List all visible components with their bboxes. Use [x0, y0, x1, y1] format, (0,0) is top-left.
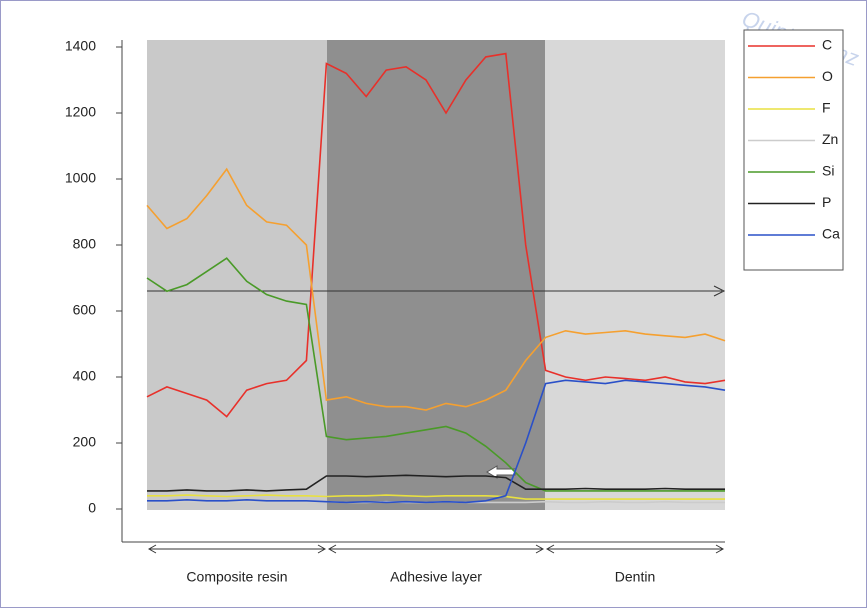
region-arrowheads — [545, 544, 725, 554]
series-line — [147, 379, 726, 504]
legend-label: P — [822, 194, 831, 210]
region-label: Dentin — [615, 569, 655, 585]
legend: COF Zn Si P Ca — [743, 29, 844, 271]
y-tick-label: 0 — [88, 500, 96, 516]
sem-dentin — [545, 40, 725, 510]
region-label: Adhesive layer — [390, 569, 482, 585]
series-line — [146, 52, 726, 418]
region-arrowheads — [327, 544, 545, 554]
y-tick-label: 1200 — [65, 104, 96, 120]
y-tick-label: 800 — [73, 236, 97, 252]
series-line — [147, 494, 725, 500]
legend-label: O — [822, 68, 833, 84]
legend-label: Ca — [822, 226, 840, 242]
legend-label: F — [822, 100, 831, 116]
y-tick-label: 1000 — [65, 170, 96, 186]
sem-composite — [147, 40, 327, 510]
legend-label: Zn — [822, 131, 838, 147]
series-line — [147, 474, 725, 492]
series-line — [146, 257, 725, 492]
y-tick-label: 200 — [73, 434, 97, 450]
y-tick-label: 400 — [73, 368, 97, 384]
legend-box — [743, 29, 844, 271]
region-arrowheads — [147, 544, 327, 554]
scan-arrowhead — [713, 285, 726, 297]
legend-label: C — [822, 37, 832, 53]
series-line — [146, 167, 726, 411]
legend-label: Si — [822, 163, 834, 179]
y-tick-label: 600 — [73, 302, 97, 318]
sem-adhesive — [327, 40, 545, 510]
y-tick-label: 1400 — [65, 38, 96, 54]
region-label: Composite resin — [186, 569, 287, 585]
